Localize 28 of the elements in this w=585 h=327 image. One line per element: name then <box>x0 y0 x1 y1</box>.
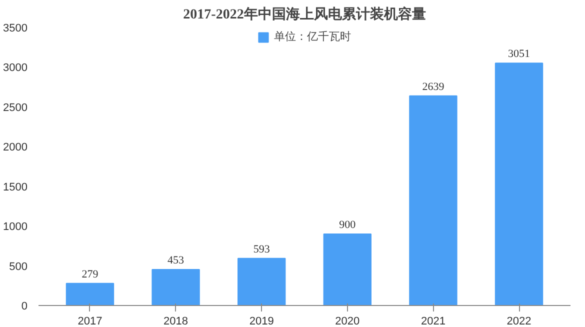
y-tick-label: 0 <box>21 300 28 312</box>
bar <box>152 269 200 306</box>
bar <box>409 95 458 306</box>
y-tick-label: 3500 <box>3 22 28 34</box>
y-tick-label: 2000 <box>3 142 28 154</box>
x-tick-label: 2022 <box>506 316 532 327</box>
data-label: 900 <box>339 219 356 232</box>
bar <box>66 282 114 306</box>
y-tick-label: 2500 <box>3 102 28 114</box>
data-label: 279 <box>82 268 99 280</box>
bar <box>238 258 286 306</box>
legend-label: 单位：亿千瓦时 <box>274 30 351 44</box>
y-tick-label: 1500 <box>3 181 28 194</box>
chart-title: 2017-2022年中国海上风电累计装机容量 <box>183 6 426 22</box>
y-tick-label: 500 <box>9 260 28 273</box>
y-tick-label: 1000 <box>3 221 28 234</box>
x-tick-label: 2021 <box>420 316 446 327</box>
bar <box>323 234 372 306</box>
bar <box>494 62 544 306</box>
data-label: 593 <box>253 243 270 256</box>
x-tick-label: 2017 <box>78 316 102 327</box>
data-label: 3051 <box>508 48 530 60</box>
data-label: 2639 <box>422 80 445 93</box>
x-tick-label: 2020 <box>335 316 360 327</box>
x-tick-label: 2019 <box>249 316 274 327</box>
data-label: 453 <box>168 254 185 267</box>
y-tick-label: 3000 <box>3 62 28 74</box>
x-tick-label: 2018 <box>164 316 188 327</box>
